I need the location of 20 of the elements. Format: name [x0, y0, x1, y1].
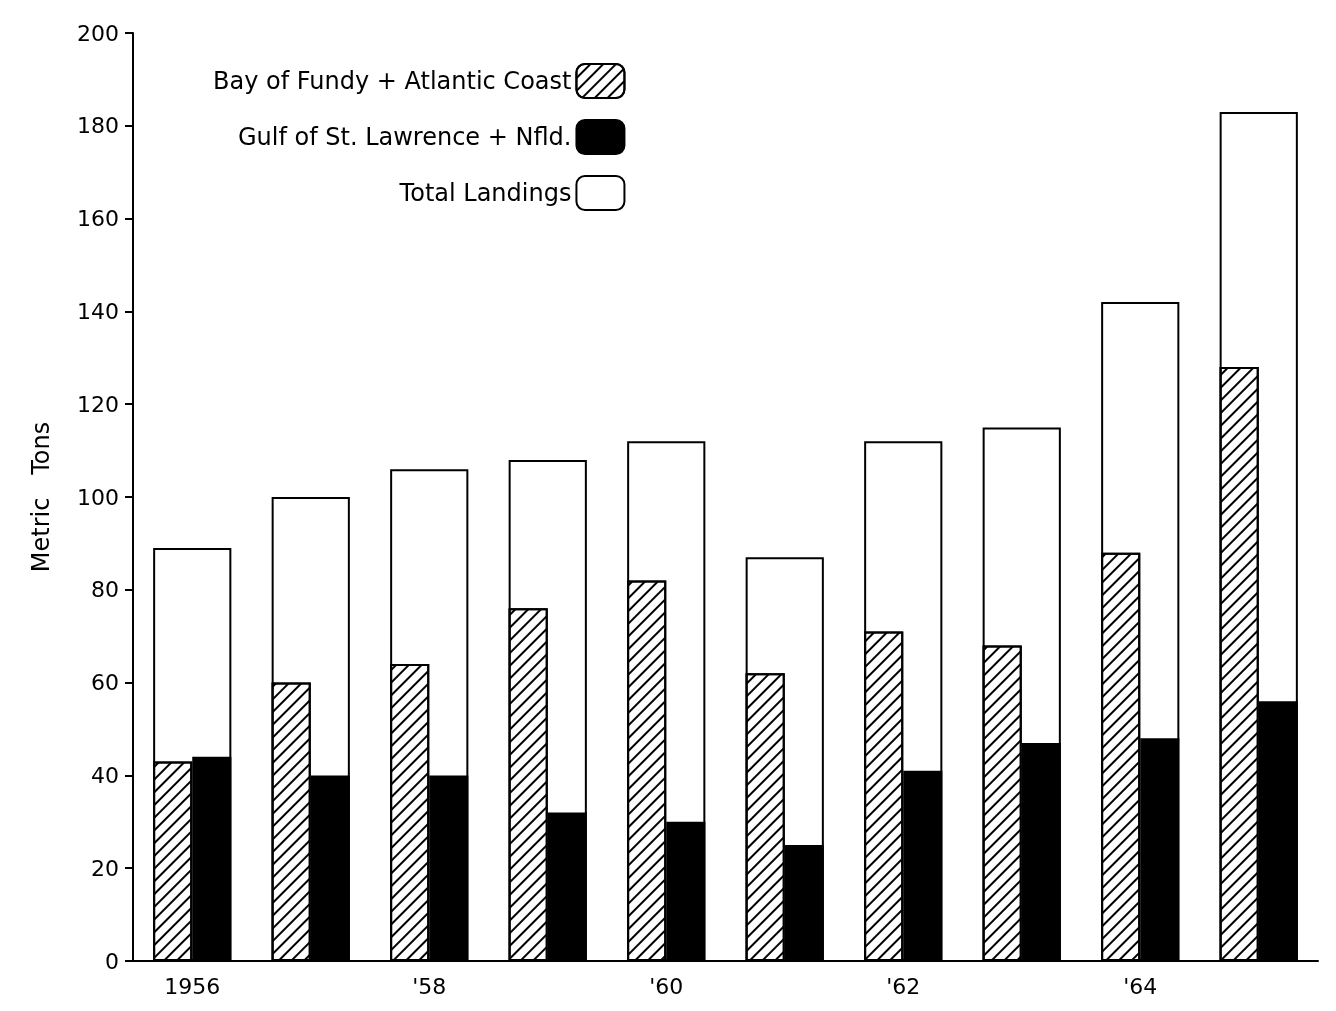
legend-label: Bay of Fundy + Atlantic Coast [212, 67, 572, 95]
y-tick-label: 120 [77, 391, 119, 417]
y-tick-label: 160 [77, 206, 119, 232]
x-tick-label: '60 [649, 973, 684, 999]
y-tick-label: 200 [77, 20, 119, 46]
x-tick-label: 1956 [164, 973, 221, 999]
y-tick-label: 20 [91, 855, 119, 881]
y-axis-title: Metric Tons [27, 421, 55, 573]
y-tick-label: 140 [77, 298, 119, 324]
x-tick-label: '58 [412, 973, 447, 999]
y-tick-label: 40 [91, 762, 119, 788]
x-tick-label: '64 [1123, 973, 1158, 999]
x-tick-label: '62 [886, 973, 921, 999]
y-tick-label: 180 [77, 113, 119, 139]
legend-label: Total Landings [398, 179, 572, 207]
y-tick-label: 80 [91, 577, 119, 603]
y-tick-label: 100 [77, 484, 119, 510]
legend-label: Gulf of St. Lawrence + Nfld. [237, 123, 572, 151]
y-tick-label: 60 [91, 670, 119, 696]
y-tick-label: 0 [105, 948, 119, 974]
